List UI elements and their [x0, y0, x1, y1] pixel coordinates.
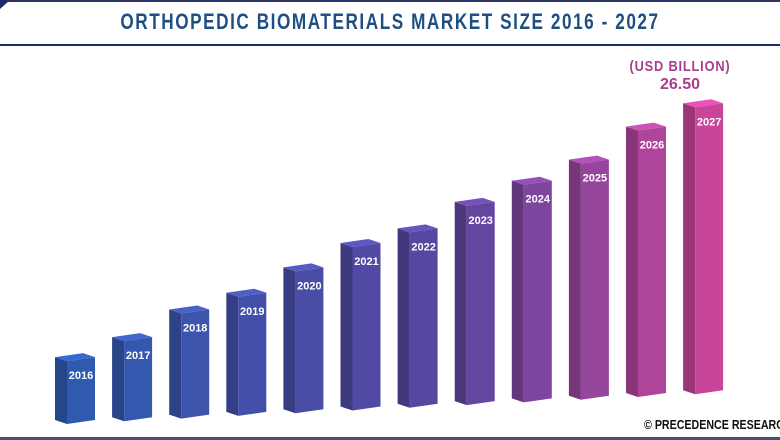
bar-2023 [466, 201, 495, 406]
bar-year-label: 2019 [240, 306, 264, 318]
chart-title: ORTHOPEDIC BIOMATERIALS MARKET SIZE 2016… [120, 9, 660, 34]
bar-left-face-2021 [340, 242, 353, 411]
bar-left-face-2027 [683, 103, 696, 395]
bar-top-face-2018 [169, 305, 210, 314]
bar-left-face-2018 [169, 309, 182, 419]
bar-year-label: 2020 [297, 280, 321, 292]
bar-top-face-2026 [626, 122, 666, 131]
bar-top-face-2019 [226, 288, 267, 297]
bar-2020 [295, 267, 324, 414]
bar-2025 [580, 159, 609, 400]
bar-left-face-2022 [397, 228, 410, 408]
bar-year-label: 2021 [354, 256, 378, 268]
bar-top-face-2025 [568, 155, 609, 164]
bar-left-face-2020 [283, 267, 296, 414]
bar-top-face-2027 [683, 99, 724, 108]
source-credit: © PRECEDENCE RESEARCH [644, 417, 780, 432]
bar-2024 [523, 180, 552, 403]
bottom-border [0, 437, 780, 440]
bar-left-face-2026 [626, 126, 638, 397]
bar-top-face-2017 [112, 333, 153, 342]
bar-2026 [638, 126, 666, 397]
bar-year-label: 2017 [126, 350, 150, 362]
bar-year-label: 2026 [640, 140, 664, 152]
bar-year-label: 2016 [69, 370, 93, 382]
bar-left-face-2023 [454, 201, 467, 406]
bar-top-face-2021 [340, 238, 381, 247]
bar-top-face-2022 [397, 224, 438, 233]
bar-left-face-2025 [568, 159, 581, 400]
bar-2017 [124, 337, 153, 422]
bar-left-face-2024 [511, 180, 524, 403]
bar-top-face-2024 [511, 176, 552, 185]
top-border [0, 0, 780, 2]
bar-year-label: 2027 [697, 116, 721, 128]
bar-year-label: 2024 [526, 194, 551, 206]
bar-2021 [352, 242, 381, 411]
bar-left-face-2016 [55, 357, 67, 424]
bar-year-label: 2022 [411, 241, 435, 253]
title-divider [0, 44, 780, 46]
bar-top-face-2023 [454, 197, 495, 206]
bar-2016 [67, 357, 95, 424]
bar-2019 [238, 292, 267, 416]
bar-2022 [409, 228, 438, 408]
bar-2018 [181, 309, 210, 419]
bar-top-face-2016 [55, 353, 95, 362]
bar-left-face-2017 [112, 337, 125, 422]
corner-decoration [0, 0, 10, 9]
bar-2027 [695, 103, 724, 395]
data-label-2027: 26.50 [659, 76, 701, 93]
bar-top-face-2020 [283, 263, 324, 272]
bar-left-face-2019 [226, 292, 239, 416]
unit-label: (USD BILLION) [629, 58, 731, 75]
bar-year-label: 2023 [468, 215, 492, 227]
bar-year-label: 2025 [583, 173, 607, 185]
bar-year-label: 2018 [183, 323, 207, 335]
